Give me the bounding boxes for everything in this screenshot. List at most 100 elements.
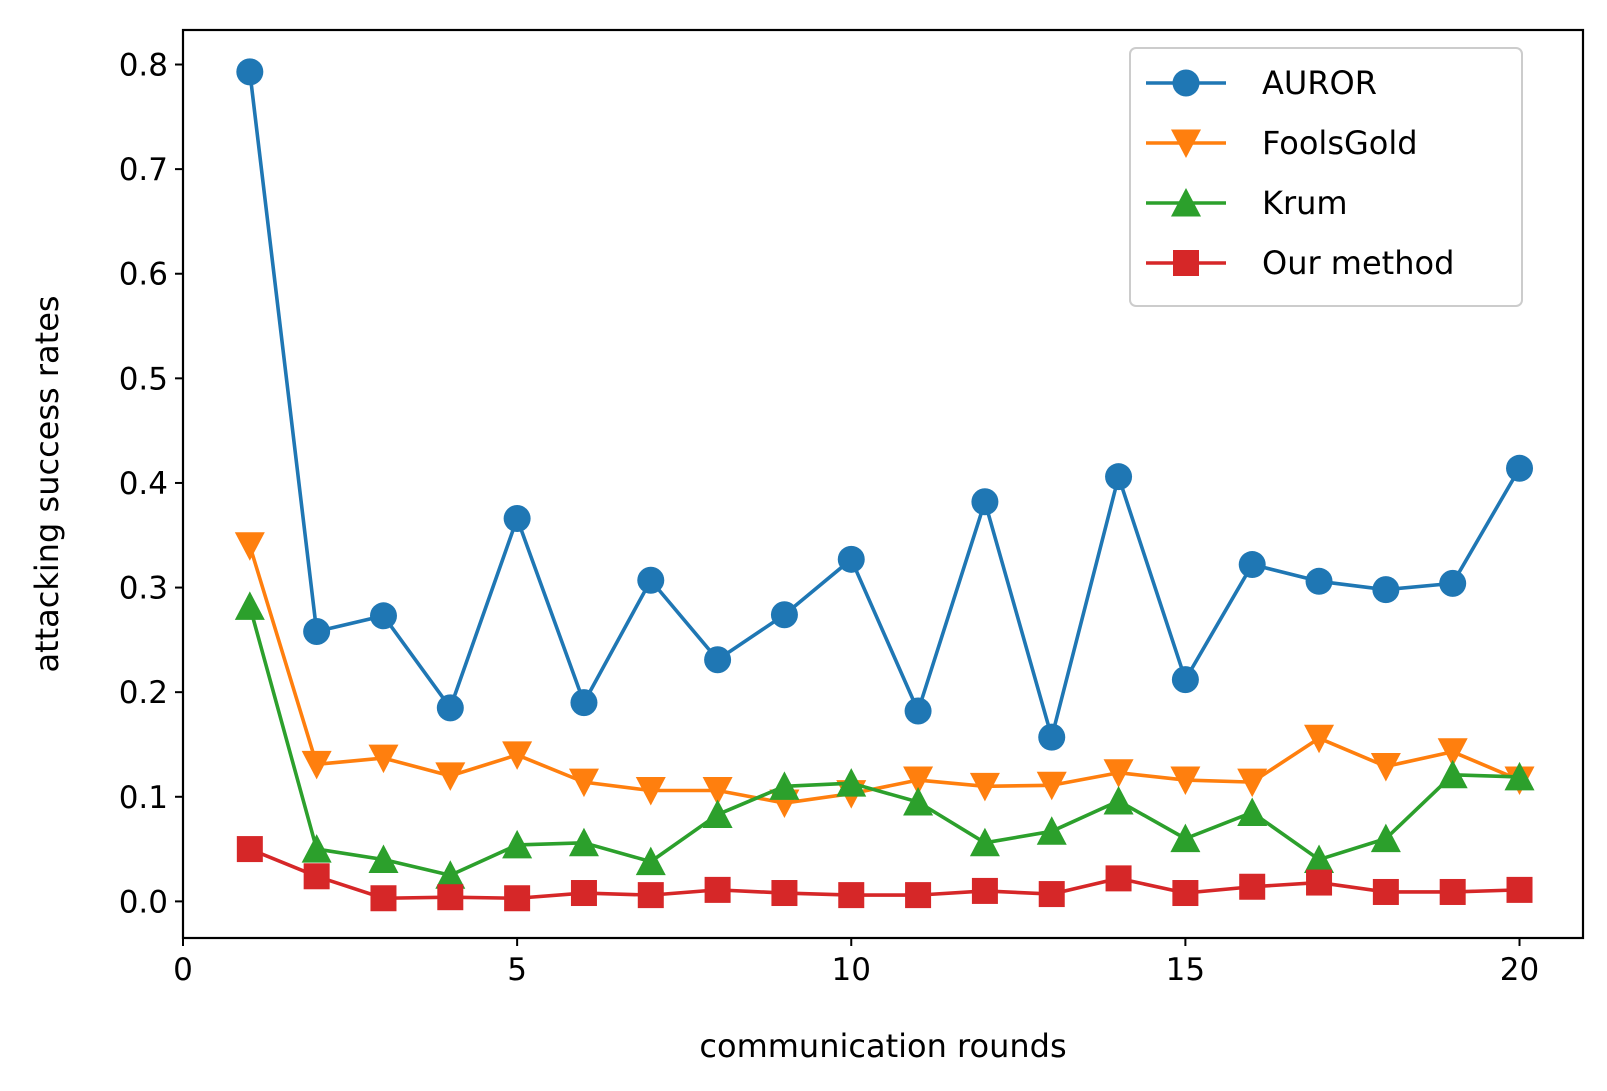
data-point-foolsgold [1304,724,1335,754]
data-point-foolsgold [1437,738,1468,767]
data-point-auror [904,697,932,725]
data-point-our-method [1239,873,1266,900]
data-point-krum [301,834,332,863]
y-axis-label: attacking success rates [28,295,66,672]
data-point-auror [770,601,798,629]
x-tick-label: 20 [1500,952,1539,988]
data-point-auror [1105,463,1133,491]
data-point-our-method [1372,878,1399,905]
y-tick-label: 0.3 [119,571,168,607]
data-point-auror [303,617,331,645]
data-point-our-method [236,836,263,863]
data-point-our-method [838,882,865,909]
y-tick-label: 0.2 [119,675,168,711]
y-tick-label: 0.6 [119,257,168,293]
data-point-krum [1304,844,1335,874]
y-tick-label: 0.0 [119,884,168,920]
data-point-foolsgold [502,741,533,770]
data-point-auror [369,602,397,630]
data-point-foolsgold [1103,759,1134,788]
data-point-krum [702,799,733,829]
data-point-our-method [437,884,464,911]
data-point-krum [769,771,800,800]
data-point-our-method [1306,869,1333,896]
data-point-auror [637,566,665,594]
data-point-krum [502,829,533,859]
data-point-auror [436,694,464,722]
legend-label: FoolsGold [1262,124,1418,162]
legend-item-krum: Krum [1146,184,1348,222]
data-point-krum [1237,797,1268,826]
x-tick-label: 15 [1166,952,1205,988]
legend-box [1129,47,1523,307]
data-point-foolsgold [368,744,399,774]
data-point-auror [971,488,999,516]
data-point-krum [635,846,666,876]
data-point-auror [1506,454,1534,482]
y-tick-label: 0.8 [119,48,168,84]
series-auror [236,58,1534,751]
legend-label: AUROR [1262,64,1377,102]
data-point-auror [1305,567,1333,595]
data-point-foolsgold [1237,768,1268,798]
x-tick-label: 5 [507,952,527,988]
series-line-foolsgold [248,545,1521,805]
data-point-our-method [971,877,998,904]
data-point-auror [503,505,531,533]
data-point-krum [1504,761,1535,791]
data-point-auror [1038,723,1066,751]
data-point-auror [837,545,865,573]
data-point-krum [368,844,399,874]
data-point-our-method [504,885,531,912]
data-point-krum [568,827,599,857]
data-point-auror [1238,551,1266,579]
data-point-krum [435,860,466,889]
data-point-our-method [637,882,664,909]
legend-marker [1171,188,1201,217]
y-tick-label: 0.4 [119,466,168,502]
data-point-krum [1103,785,1134,815]
x-axis-label: communication rounds [699,1027,1066,1065]
legend-marker [1172,69,1200,97]
legend-label: Our method [1262,244,1454,282]
data-point-krum [836,768,867,797]
data-point-our-method [303,863,330,890]
data-point-auror [236,58,264,86]
data-point-foolsgold [1170,766,1201,796]
data-point-our-method [370,885,397,912]
ticks: 0 5 10 15 20 0.0 0.1 0.2 0.3 0.4 0.5 0.6 0.7 0.8 [119,48,1540,988]
data-point-auror [1171,666,1199,694]
legend-item-auror: AUROR [1146,64,1377,102]
legend-item-foolsgold: FoolsGold [1146,124,1418,162]
data-point-our-method [1105,865,1132,892]
data-point-foolsgold [1370,752,1401,782]
data-point-foolsgold [969,772,1000,802]
data-point-krum [1437,759,1468,789]
data-point-krum [903,787,934,816]
data-point-our-method [1506,876,1533,903]
data-point-foolsgold [903,766,934,796]
legend-marker [1171,129,1201,158]
data-point-auror [1372,576,1400,604]
data-point-krum [1036,816,1067,845]
data-point-foolsgold [1036,771,1067,801]
series-line-krum [248,605,1520,878]
plot-frame [181,28,1585,940]
legend-item-our-method: Our method [1146,244,1454,282]
x-tick-label: 0 [173,952,193,988]
series-our-method [236,836,1533,912]
data-point-foolsgold [635,777,666,806]
data-point-krum [234,591,265,620]
data-point-foolsgold [234,532,265,561]
y-tick-label: 0.1 [119,780,168,816]
series-foolsgold [234,532,1535,819]
data-point-our-method [771,880,798,907]
legend-label: Krum [1262,184,1348,222]
data-point-our-method [1439,878,1466,905]
data-point-our-method [905,882,932,909]
data-point-our-method [1038,881,1065,908]
legend: AUROR FoolsGold Krum Our method [1129,47,1523,307]
data-point-auror [704,646,732,674]
